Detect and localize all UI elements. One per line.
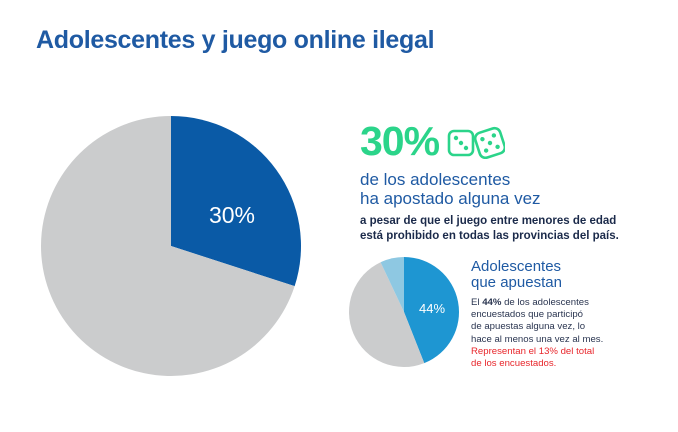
desc-line-4: hace al menos una vez al mes. (471, 333, 604, 345)
subline: a pesar de que el juego entre menores de… (360, 214, 619, 244)
desc-red-line-2: de los encuestados. (471, 358, 557, 370)
main-pie-slice-0 (171, 116, 301, 287)
small-pie-slice-1 (349, 262, 425, 367)
highlight-44: 44% (482, 297, 502, 308)
small-pie-chart: 44% (349, 257, 459, 367)
desc-line-3: de apuestas alguna vez, lo (471, 321, 586, 333)
dice-icon (447, 125, 506, 159)
main-pie-chart: 30% (41, 116, 301, 376)
headline: de los adolescentes ha apostado alguna v… (360, 170, 541, 208)
headline-line-1: de los adolescentes (360, 170, 511, 189)
small-pie-slice-2 (380, 257, 404, 312)
stat-row: 30% (360, 118, 506, 164)
main-pie-slice-1 (41, 116, 295, 376)
headline-line-2: ha apostado alguna vez (360, 189, 541, 208)
pie-label-30: 30% (209, 202, 255, 228)
stat-percentage: 30% (360, 118, 440, 164)
small-pie-slice-0 (404, 257, 459, 364)
desc-red-line-1: Representan el 13% del total (471, 345, 595, 357)
small-chart-title: Adolescentes que apuestan (471, 259, 562, 291)
subline-line-1: a pesar de que el juego entre menores de… (360, 215, 617, 227)
desc-line-1: El 44% de los adolescentes (471, 297, 589, 308)
small-title-line-1: Adolescentes (471, 258, 562, 275)
small-pie-label-44: 44% (419, 301, 445, 316)
page-title: Adolescentes y juego online ilegal (36, 26, 435, 54)
desc-line-2: encuestados que participó (471, 309, 584, 321)
subline-line-2: está prohibido en todas las provincias d… (360, 230, 619, 242)
small-title-line-2: que apuestan (471, 274, 562, 291)
small-chart-description: El 44% de los adolescentes encuestados q… (471, 297, 603, 370)
